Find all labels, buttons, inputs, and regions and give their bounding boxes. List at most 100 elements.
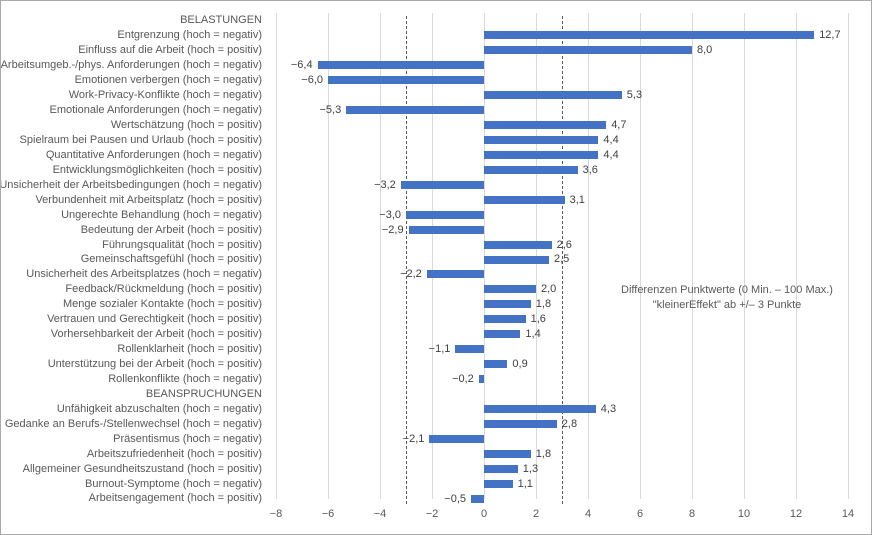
bar <box>484 91 622 100</box>
category-label: Rollenklarheit (hoch = positiv) <box>117 343 262 356</box>
x-axis-tick-label: 2 <box>532 508 540 520</box>
bar <box>484 315 526 324</box>
category-labels: BELASTUNGEN Entgrenzung (hoch = negativ) E… <box>1 13 269 506</box>
bar-value-label: 2,6 <box>556 238 572 251</box>
x-axis-tick-label: −8 <box>269 508 283 520</box>
bar <box>484 285 536 294</box>
category-label: Einfluss auf die Arbeit (hoch = positiv) <box>78 44 262 57</box>
gridline <box>796 13 797 499</box>
bar <box>471 494 484 503</box>
plot-area: 12,7 8,0 −6,4 −6,0 5,3 −5,3 4,7 4,4 4,4 3,6 −3,2 3,… <box>276 13 849 506</box>
bar-value-label: 4,4 <box>603 148 619 161</box>
bar-value-label: −1,1 <box>428 343 451 356</box>
annotation-line-2: "kleinerEffekt" ab +/– 3 Punkte <box>652 299 802 311</box>
bar <box>484 419 557 428</box>
bar-value-label: 12,7 <box>819 29 841 42</box>
x-axis-tick-label: −2 <box>425 508 439 520</box>
bar-value-label: 1,4 <box>525 328 541 341</box>
bar <box>484 464 518 473</box>
x-axis-tick-label: 6 <box>636 508 644 520</box>
bar <box>426 270 484 279</box>
category-label: Vorhersehbarkeit der Arbeit (hoch = posi… <box>50 328 262 341</box>
gridline <box>640 13 641 499</box>
bar-value-label: 4,3 <box>600 402 617 415</box>
bar-value-label: −3,2 <box>374 178 396 191</box>
bar <box>328 76 484 85</box>
bar <box>346 106 484 115</box>
reference-line <box>562 16 563 504</box>
bar <box>429 434 484 443</box>
bar <box>484 150 599 159</box>
bar-value-label: 1,6 <box>530 313 546 326</box>
category-label: Vertrauen und Gerechtigkeit (hoch = posi… <box>47 313 262 326</box>
x-axis-tick-label: −6 <box>321 508 335 520</box>
reference-line <box>406 16 407 504</box>
gridline <box>328 13 329 499</box>
category-label: Verbundenheit mit Arbeitsplatz (hoch = p… <box>35 193 262 206</box>
category-label: Unterstützung bei der Arbeit (hoch = pos… <box>47 358 262 371</box>
category-label: Rollenkonflikte (hoch = negativ) <box>108 372 262 385</box>
section-header: BEANSPRUCHUNGEN <box>145 387 262 400</box>
bar <box>484 449 531 458</box>
bar <box>484 46 692 55</box>
bar-value-label: −5,3 <box>319 104 342 117</box>
bar <box>484 330 521 339</box>
bar-value-label: −6,4 <box>290 59 313 72</box>
bar-value-label: −3,0 <box>379 208 401 221</box>
bar <box>484 300 531 309</box>
bar-value-label: 5,3 <box>626 89 643 102</box>
category-label: Arbeitszufriedenheit (hoch = positiv) <box>86 447 262 460</box>
bar-value-label: 0,9 <box>512 358 528 371</box>
bar <box>406 210 484 219</box>
bar-value-label: 2,0 <box>541 283 557 296</box>
x-axis: −8 −6 −4 −2 0 2 4 6 8 10 12 14 <box>270 506 854 522</box>
category-label: Feedback/Rückmeldung (hoch = positiv) <box>65 283 262 296</box>
x-axis-tick-label: 12 <box>789 508 803 520</box>
category-label: Führungsqualität (hoch = positiv) <box>102 238 262 251</box>
category-label: Quantitative Anforderungen (hoch = negat… <box>45 148 262 161</box>
category-label: Spielraum bei Pausen und Urlaub (hoch = … <box>19 133 262 146</box>
bar-value-label: 2,5 <box>554 253 570 266</box>
category-label: Unsicherheit der Arbeitsbedingungen (hoc… <box>0 178 262 191</box>
category-label: Gemeinschaftsgefühl (hoch = positiv) <box>80 253 262 266</box>
category-label: Präsentismus (hoch = negativ) <box>113 432 262 445</box>
category-label: Unsicherheit des Arbeitsplatzes (hoch = … <box>26 268 262 281</box>
bar-value-label: 3,1 <box>569 193 585 206</box>
x-axis-tick-label: −4 <box>373 508 387 520</box>
bar <box>484 165 578 174</box>
bar-value-label: −6,0 <box>301 74 323 87</box>
category-label: Entwicklungsmöglichkeiten (hoch = positi… <box>52 163 262 176</box>
bar-value-label: 1,3 <box>522 462 539 475</box>
category-label: Allgemeiner Gesundheitszustand (hoch = p… <box>22 462 262 475</box>
bar-value-label: 1,8 <box>535 298 552 311</box>
bar-value-label: 2,8 <box>561 417 578 430</box>
bar-value-label: −0,2 <box>452 373 474 385</box>
gridline <box>588 13 589 499</box>
gridline <box>692 13 693 499</box>
category-label: Unfähigkeit abzuschalten (hoch = negativ… <box>56 402 262 415</box>
category-label: Menge sozialer Kontakte (hoch = positiv) <box>62 298 262 311</box>
category-label: Burnout-Symptome (hoch = negativ) <box>84 477 262 490</box>
gridline <box>432 13 433 499</box>
category-label: Arbeitsengagement (hoch = positiv) <box>88 492 262 505</box>
x-axis-tick-label: 14 <box>841 508 855 520</box>
category-label: Bedeutung der Arbeit (hoch = positiv) <box>80 223 262 236</box>
bar <box>484 240 552 249</box>
bar <box>484 31 815 40</box>
section-header: BELASTUNGEN <box>180 14 262 27</box>
category-label: Arbeitsumgeb.-/phys. Anforderungen (hoch… <box>0 59 262 72</box>
category-label: Entgrenzung (hoch = negativ) <box>117 29 262 42</box>
gridline <box>276 13 277 499</box>
bar <box>484 360 508 369</box>
category-label: Emotionale Anforderungen (hoch = negativ… <box>49 104 262 117</box>
bar-value-label: −0,5 <box>444 492 466 505</box>
x-axis-tick-label: 4 <box>584 508 592 520</box>
bar <box>484 479 513 488</box>
bar-value-label: 1,1 <box>517 477 533 490</box>
category-label: Ungerechte Behandlung (hoch = negativ) <box>61 208 262 221</box>
gridline <box>848 13 849 499</box>
category-label: Wertschätzung (hoch = positiv) <box>110 119 262 132</box>
category-label: Emotionen verbergen (hoch = negativ) <box>74 74 262 87</box>
bar <box>484 255 549 264</box>
